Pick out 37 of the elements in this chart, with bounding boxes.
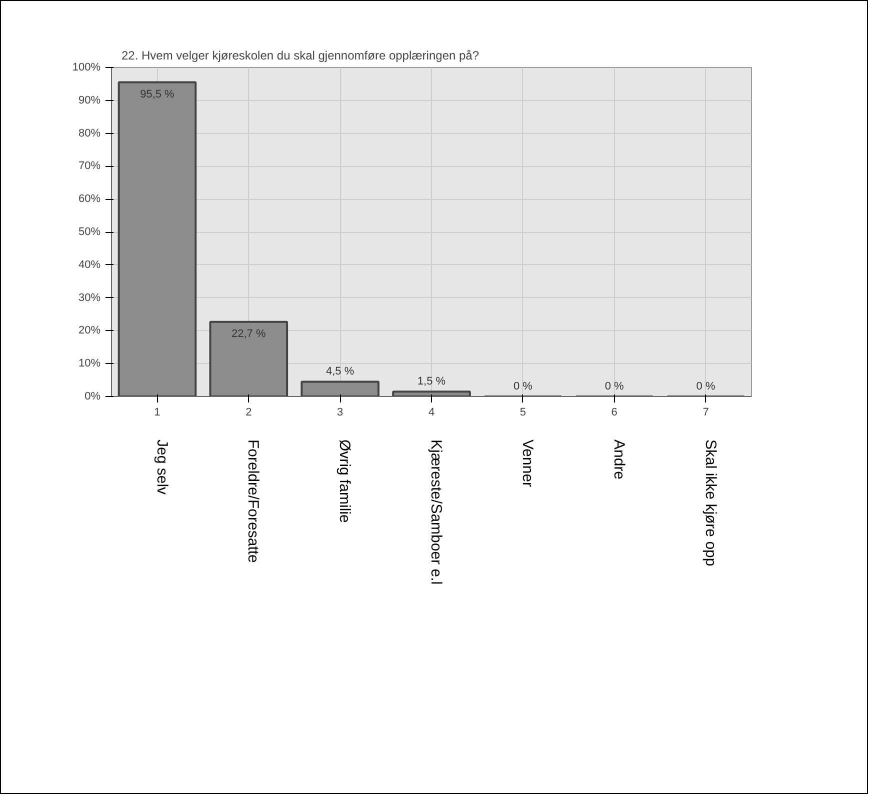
bar — [209, 320, 288, 396]
x-tick-label: 1 — [154, 406, 160, 418]
text: Venner — [519, 440, 536, 488]
text: Andre — [610, 440, 628, 480]
data-label: 0 % — [604, 380, 624, 392]
data-label: 22,7 % — [232, 328, 266, 340]
data-label: 95,5 % — [140, 88, 175, 100]
text: Kjæreste/Samboer e.l — [428, 440, 445, 585]
data-label: 4,5 % — [326, 366, 354, 378]
y-tick-label: 50% — [78, 226, 101, 238]
text: Foreldre/Foresatte — [244, 440, 262, 563]
y-tick-label: 10% — [78, 358, 101, 370]
y-tick-label: 70% — [78, 160, 101, 172]
y-tick-label: 0% — [84, 390, 101, 402]
y-tick-label: 100% — [72, 62, 101, 74]
bar — [392, 390, 471, 396]
y-tick-label: 60% — [78, 193, 101, 206]
x-tick-label: 4 — [428, 406, 435, 418]
x-tick-label: 3 — [337, 406, 344, 418]
bar — [300, 380, 380, 396]
x-tick-label: 6 — [611, 406, 618, 418]
x-tick-label: 7 — [702, 406, 709, 418]
data-label: 1,5 % — [417, 376, 446, 388]
data-label: 0 % — [696, 380, 716, 392]
text: Jeg selv — [153, 440, 170, 496]
chart-title: 22. Hvem velger kjøreskolen du skal gjennomføre opplæringen på? — [122, 48, 480, 62]
text: Øvrig familie — [336, 440, 354, 523]
text: Skal ikke kjøre opp — [702, 440, 719, 566]
y-tick-label: 20% — [78, 324, 101, 337]
y-tick-label: 90% — [78, 94, 101, 106]
y-tick-label: 30% — [78, 292, 101, 304]
x-tick-label: 5 — [520, 406, 526, 418]
y-tick-label: 40% — [78, 258, 101, 271]
data-label: 0 % — [513, 380, 533, 392]
x-tick-label: 2 — [246, 406, 252, 418]
bar — [118, 81, 197, 396]
y-tick-label: 80% — [78, 127, 101, 140]
